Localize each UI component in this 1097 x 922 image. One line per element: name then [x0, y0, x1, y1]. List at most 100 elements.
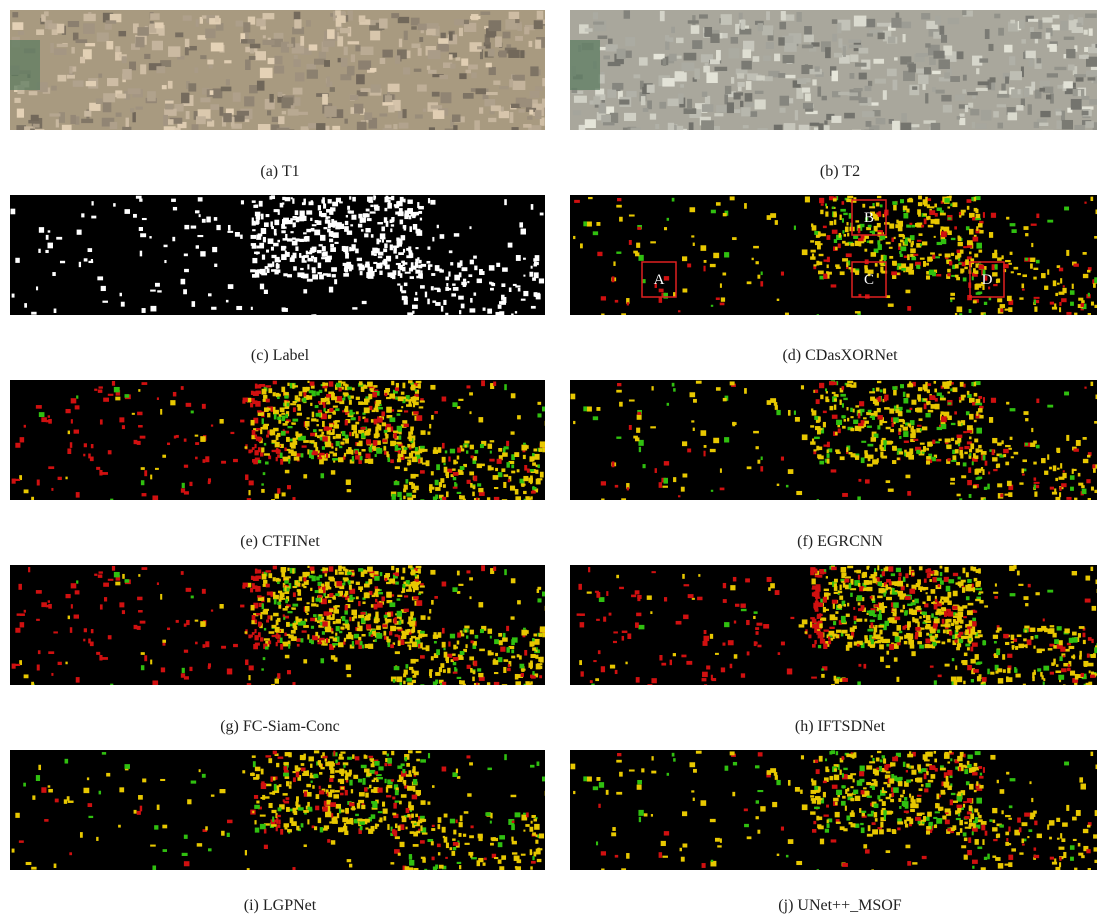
change-pixel — [596, 592, 600, 598]
change-pixel — [531, 204, 534, 210]
change-pixel — [710, 264, 716, 267]
change-pixel — [1062, 288, 1066, 293]
aerial-texture — [126, 118, 129, 127]
change-pixel — [397, 598, 401, 600]
change-pixel — [629, 399, 635, 401]
change-pixel — [820, 210, 823, 214]
change-pixel — [416, 582, 419, 586]
aerial-texture — [260, 68, 273, 78]
change-pixel — [413, 596, 418, 599]
change-pixel — [477, 279, 482, 284]
change-pixel — [273, 381, 277, 385]
caption: (e) CTFINet — [10, 533, 550, 551]
change-pixel — [401, 290, 406, 293]
change-pixel — [311, 626, 314, 629]
change-pixel — [619, 217, 623, 222]
change-pixel — [812, 410, 817, 415]
change-pixel — [157, 582, 159, 585]
change-pixel — [401, 577, 405, 580]
aerial-texture — [96, 98, 103, 104]
aerial-texture — [432, 92, 440, 97]
change-pixel — [348, 580, 351, 583]
change-pixel — [414, 298, 418, 301]
aerial-texture — [459, 28, 463, 36]
change-pixel — [445, 450, 447, 453]
change-pixel — [452, 402, 457, 407]
aerial-texture — [188, 46, 196, 50]
change-pixel — [760, 466, 763, 471]
change-pixel — [1057, 468, 1060, 470]
change-pixel — [398, 454, 404, 457]
change-pixel — [733, 577, 736, 582]
change-pixel — [1093, 468, 1096, 473]
aerial-texture — [612, 83, 623, 90]
change-pixel — [599, 597, 605, 602]
aerial-texture — [267, 110, 271, 115]
change-pixel — [846, 199, 852, 202]
change-pixel — [393, 679, 395, 683]
change-pixel — [1091, 487, 1094, 491]
change-pixel — [76, 677, 80, 683]
change-pixel — [333, 609, 339, 613]
change-pixel — [503, 297, 506, 303]
change-pixel — [516, 255, 521, 261]
change-pixel — [947, 391, 950, 393]
change-pixel — [295, 580, 299, 585]
change-pixel — [629, 240, 632, 245]
change-pixel — [368, 644, 373, 649]
aerial-texture — [762, 25, 773, 35]
change-pixel — [373, 440, 378, 446]
change-pixel — [796, 491, 802, 495]
change-pixel — [970, 443, 974, 449]
change-pixel — [1060, 278, 1062, 283]
aerial-texture — [403, 67, 410, 74]
change-pixel — [827, 272, 832, 275]
change-pixel — [962, 660, 967, 665]
change-pixel — [713, 253, 719, 258]
change-pixel — [401, 392, 405, 395]
change-pixel — [987, 484, 989, 490]
aerial-texture — [529, 110, 533, 115]
change-pixel — [349, 617, 351, 621]
change-pixel — [889, 247, 893, 249]
change-pixel — [381, 411, 385, 416]
aerial-texture — [314, 59, 326, 65]
change-pixel — [1036, 399, 1039, 404]
aerial-texture — [994, 14, 1000, 19]
change-pixel — [892, 447, 896, 451]
change-pixel — [515, 489, 519, 495]
change-pixel — [601, 481, 606, 485]
change-pixel — [335, 633, 337, 636]
change-pixel — [409, 645, 411, 650]
region-label: D — [982, 272, 993, 288]
change-pixel — [24, 425, 26, 428]
change-pixel — [38, 650, 41, 654]
change-pixel — [928, 216, 930, 220]
aerial-texture — [282, 111, 286, 114]
change-pixel — [39, 227, 44, 233]
change-pixel — [31, 682, 34, 685]
change-pixel — [364, 407, 370, 413]
change-pixel — [490, 440, 495, 442]
aerial-texture — [702, 92, 707, 97]
change-pixel — [842, 201, 845, 205]
change-pixel — [281, 224, 285, 229]
aerial-texture — [701, 120, 714, 130]
change-pixel — [655, 468, 657, 473]
change-pixel — [91, 216, 96, 219]
change-pixel — [457, 447, 461, 452]
change-pixel — [17, 613, 21, 615]
change-pixel — [785, 313, 789, 315]
image — [10, 10, 545, 130]
change-pixel — [446, 491, 449, 497]
change-pixel — [538, 293, 540, 298]
change-pixel — [961, 395, 966, 398]
change-pixel — [716, 297, 720, 300]
change-pixel — [472, 646, 476, 649]
change-pixel — [875, 448, 878, 452]
change-pixel — [992, 438, 997, 443]
change-pixel — [240, 235, 243, 239]
change-pixel — [310, 588, 312, 591]
change-pixel — [377, 618, 380, 622]
change-pixel — [664, 461, 669, 465]
